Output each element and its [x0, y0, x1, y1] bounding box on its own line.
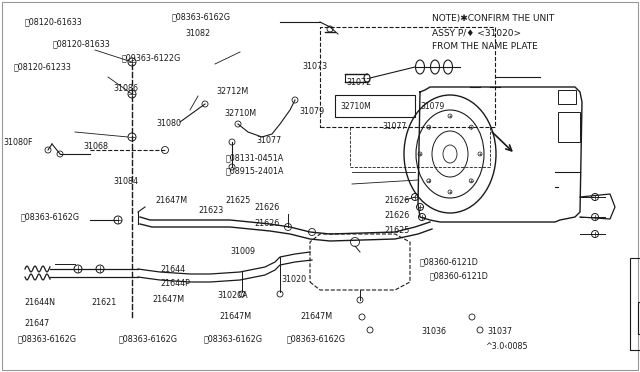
Text: 21625: 21625	[384, 226, 410, 235]
Text: 31077: 31077	[256, 136, 281, 145]
Text: Ⓢ09363-6122G: Ⓢ09363-6122G	[122, 53, 181, 62]
Text: 21621: 21621	[91, 298, 116, 307]
Text: 21626: 21626	[384, 196, 409, 205]
Text: 31009: 31009	[230, 247, 255, 256]
Text: Ⓑ08120-81633: Ⓑ08120-81633	[52, 39, 110, 48]
Bar	[335, 95, 415, 117]
Text: Ⓢ08360-6121D: Ⓢ08360-6121D	[419, 258, 478, 267]
Text: ASSY P/♦ <31020>: ASSY P/♦ <31020>	[432, 28, 521, 37]
Text: Ⓢ08363-6162G: Ⓢ08363-6162G	[172, 12, 230, 21]
Text: Ⓢ08363-6162G: Ⓢ08363-6162G	[20, 212, 79, 221]
Text: 21626: 21626	[384, 211, 409, 219]
Text: 21647M: 21647M	[301, 312, 333, 321]
Text: Ⓢ08363-6162G: Ⓢ08363-6162G	[18, 334, 77, 343]
Text: 31037: 31037	[488, 327, 513, 336]
Text: 31020: 31020	[282, 275, 307, 283]
Text: 32710M: 32710M	[340, 102, 371, 110]
Text: 31079: 31079	[300, 107, 324, 116]
Text: 21626: 21626	[255, 219, 280, 228]
Text: 31080F: 31080F	[3, 138, 33, 147]
Text: 21625: 21625	[225, 196, 251, 205]
Text: 21647M: 21647M	[152, 295, 184, 304]
Text: 21647M: 21647M	[219, 312, 251, 321]
Text: 31079: 31079	[420, 102, 444, 110]
Text: Ⓑ08120-61633: Ⓑ08120-61633	[24, 18, 82, 27]
Text: 31084: 31084	[114, 177, 139, 186]
Text: 31080: 31080	[157, 119, 182, 128]
Text: FROM THE NAME PLATE: FROM THE NAME PLATE	[432, 42, 538, 51]
Text: Ⓢ08363-6162G: Ⓢ08363-6162G	[118, 334, 177, 343]
Text: 31068: 31068	[83, 142, 108, 151]
Text: ⓜ08915-2401A: ⓜ08915-2401A	[225, 167, 284, 176]
Text: 21644P: 21644P	[160, 279, 190, 288]
Text: 21647M: 21647M	[155, 196, 187, 205]
Bar	[558, 112, 580, 142]
Text: NOTE)✱CONFIRM THE UNIT: NOTE)✱CONFIRM THE UNIT	[432, 14, 554, 23]
Text: 32712M: 32712M	[216, 87, 248, 96]
Text: 21647: 21647	[24, 319, 49, 328]
Bar	[320, 27, 495, 127]
Text: 31077: 31077	[383, 122, 407, 131]
Text: Ⓑ08131-0451A: Ⓑ08131-0451A	[225, 154, 284, 163]
Text: 31072: 31072	[347, 78, 372, 87]
Text: Ⓢ08363-6162G: Ⓢ08363-6162G	[287, 334, 346, 343]
Text: Ⓑ08120-61233: Ⓑ08120-61233	[14, 62, 72, 71]
Text: 32710M: 32710M	[224, 109, 256, 118]
Text: Ⓢ08360-6121D: Ⓢ08360-6121D	[430, 272, 489, 280]
Bar	[630, 258, 640, 350]
Bar	[558, 90, 576, 104]
Text: 31020A: 31020A	[218, 291, 248, 300]
Text: 31086: 31086	[114, 84, 139, 93]
Text: 21626: 21626	[255, 203, 280, 212]
Bar	[638, 302, 640, 334]
Text: 21623: 21623	[198, 206, 223, 215]
Text: 21644: 21644	[160, 265, 185, 274]
Text: 31036: 31036	[421, 327, 446, 336]
Text: 31082: 31082	[186, 29, 211, 38]
Text: Ⓢ08363-6162G: Ⓢ08363-6162G	[204, 334, 262, 343]
Text: 21644N: 21644N	[24, 298, 55, 307]
Text: ^3.0‹0085: ^3.0‹0085	[485, 342, 528, 351]
Text: 31073: 31073	[302, 62, 327, 71]
